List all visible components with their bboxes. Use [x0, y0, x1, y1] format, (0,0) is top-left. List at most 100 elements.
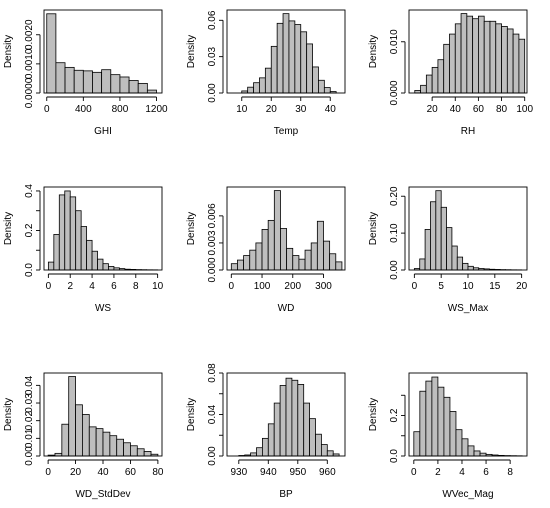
histogram-bar	[137, 82, 148, 94]
histogram-bar	[61, 423, 70, 457]
histogram-bar	[82, 414, 90, 457]
histogram-bar	[80, 226, 88, 271]
histogram-bar	[315, 433, 322, 457]
y-tick-label: 0.06	[207, 10, 218, 30]
x-axis-label: GHI	[94, 126, 112, 137]
histogram-bar	[456, 256, 464, 271]
histogram-bar	[478, 15, 485, 94]
histogram-bar	[102, 431, 111, 457]
x-tick-label: 0	[45, 467, 51, 478]
histogram-bar	[431, 376, 439, 457]
histogram-bar	[449, 33, 456, 94]
histogram-bar	[454, 23, 462, 94]
histogram-bar	[323, 87, 331, 94]
y-tick-label: 0.0000	[24, 77, 35, 108]
y-tick-label: 0.02	[24, 411, 35, 431]
histogram-bar	[261, 229, 269, 271]
histogram-bar	[270, 45, 278, 94]
x-tick-label: 40	[450, 104, 462, 115]
x-tick-label: 0	[412, 281, 418, 292]
histogram-bar	[88, 426, 97, 457]
y-tick-label: 0.00	[24, 446, 35, 466]
histogram-bar	[306, 43, 313, 94]
histogram-bar	[430, 201, 437, 271]
histogram-bar	[92, 71, 103, 94]
histogram-bar	[280, 228, 288, 271]
x-tick-label: 80	[496, 104, 508, 115]
histogram-bar	[109, 435, 118, 457]
x-tick-label: 20	[516, 281, 528, 292]
y-tick-label: 0.0020	[24, 19, 35, 50]
x-tick-label: 80	[152, 467, 164, 478]
y-tick-label: 0.08	[207, 363, 218, 383]
x-tick-label: 6	[483, 467, 489, 478]
y-axis-label: Density	[3, 398, 14, 431]
histogram-bar	[303, 402, 311, 457]
x-tick-label: 40	[97, 467, 109, 478]
histogram-bar	[288, 20, 296, 94]
histogram-panel: 0 20 40 60 80 0.000.010.020.030.04 Density WD_S…	[3, 372, 164, 500]
histogram-bar	[249, 249, 257, 271]
histogram-bar	[276, 22, 284, 94]
x-tick-label: 20	[427, 104, 439, 115]
histogram-bar	[298, 258, 306, 271]
histogram-bar	[506, 28, 514, 94]
histogram-bar	[282, 13, 290, 94]
histogram-bar	[64, 66, 75, 94]
histogram-bar	[318, 79, 325, 94]
x-tick-label: 4	[89, 281, 95, 292]
histogram-bar	[323, 240, 331, 271]
histogram-bar	[443, 396, 451, 457]
histogram-bar	[312, 66, 319, 94]
histogram-panel: 0 100 200 300 0.000 0.003 0.006 Density WD	[186, 186, 346, 314]
histogram-bar	[437, 386, 445, 457]
x-tick-label: 60	[125, 467, 137, 478]
histogram-bar	[440, 206, 447, 271]
histogram-bar	[286, 247, 294, 271]
histogram-bar	[253, 82, 260, 94]
histogram-bar	[320, 444, 328, 457]
histogram-panel: 0 2 4 6 8 0.0 0.2 Density WVec_Mag	[368, 372, 528, 500]
plot-frame	[43, 9, 163, 94]
histogram-bar	[419, 258, 426, 271]
y-tick-label: 0.04	[24, 375, 35, 395]
x-tick-label: 100	[254, 281, 271, 292]
histogram-bar	[259, 77, 266, 94]
histogram-bar	[116, 438, 124, 457]
histogram-bar	[75, 404, 83, 457]
histogram-panel: 10 20 30 40 0.00 0.03 0.06 Density Temp	[186, 9, 346, 137]
y-axis-label: Density	[186, 35, 197, 68]
x-tick-label: 800	[112, 104, 129, 115]
histogram-bar	[297, 384, 305, 457]
histogram-bar	[68, 376, 76, 457]
y-axis-label: Density	[186, 398, 197, 431]
y-axis-label: Density	[368, 398, 379, 431]
histogram-bar	[91, 250, 98, 271]
y-tick-label: 0.10	[389, 223, 400, 243]
y-tick-label: 0.0	[389, 449, 400, 463]
histogram-bar	[424, 229, 431, 271]
plot-frame	[408, 9, 528, 94]
x-axis-label: Temp	[274, 126, 299, 137]
histogram-bar	[64, 190, 71, 271]
histogram-bar	[518, 38, 526, 94]
histogram-bar	[267, 219, 275, 271]
histogram-bar	[264, 67, 272, 94]
x-tick-label: 2	[435, 467, 441, 478]
histogram-panel: 20 40 60 80 100 0.000 0.010 Density RH	[368, 9, 533, 137]
histogram-bar	[110, 74, 121, 94]
x-tick-label: 300	[315, 281, 332, 292]
plot-frame	[408, 186, 528, 271]
y-axis-label: Density	[186, 212, 197, 245]
histogram-bar	[136, 448, 145, 457]
x-tick-label: 100	[516, 104, 533, 115]
histogram-bar	[435, 190, 442, 271]
histogram-bar	[53, 234, 60, 271]
y-tick-label: 0.04	[207, 404, 218, 424]
y-tick-label: 0.0	[24, 263, 35, 277]
y-tick-label: 0.00	[207, 83, 218, 103]
x-tick-label: 5	[438, 281, 444, 292]
y-tick-label: 0.01	[24, 428, 35, 448]
